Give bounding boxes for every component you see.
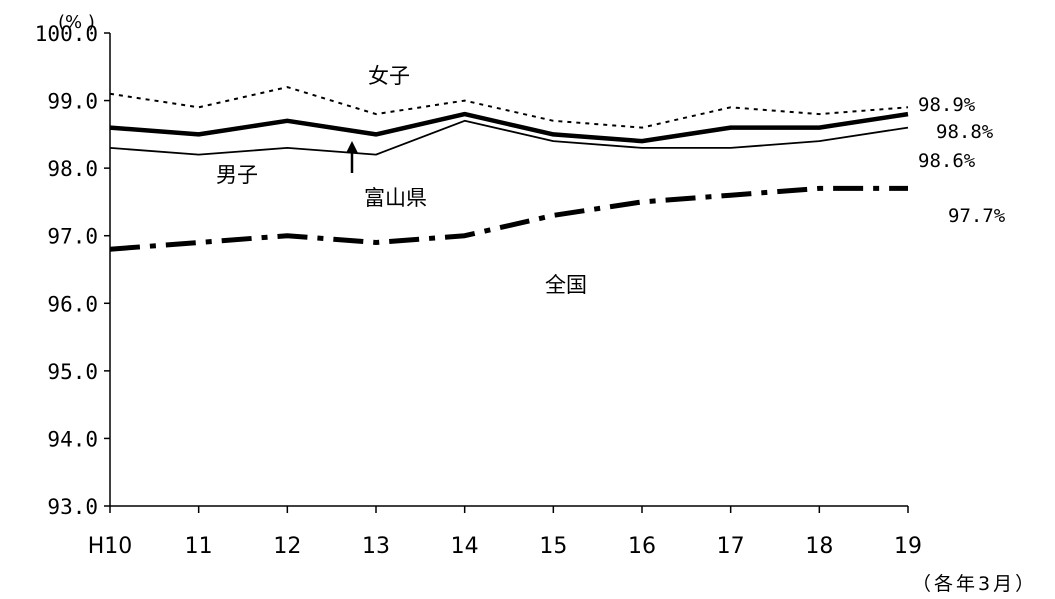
toyama-arrow	[346, 141, 358, 173]
end-label-girls: 98.9%	[918, 94, 976, 116]
end-label-toyama: 98.8%	[936, 121, 994, 143]
series-line-1	[109, 111, 909, 144]
y-tick-label: 97.0	[47, 225, 98, 249]
y-unit-label: (% )	[58, 12, 95, 33]
series-line-0	[109, 86, 909, 129]
x-ticks: H10 11 12 13 14 15 16 17 18 19	[88, 506, 922, 559]
x-tick-label: 12	[273, 534, 301, 559]
x-tick-label: 15	[539, 534, 567, 559]
series-line-3	[109, 185, 908, 252]
x-tick-label: 13	[362, 534, 390, 559]
y-tick-label: 94.0	[47, 427, 98, 451]
end-labels: 98.9% 98.8% 98.6% 97.7%	[918, 94, 1006, 227]
x-tick-label: 14	[451, 534, 479, 559]
x-tick-label: H10	[88, 534, 133, 559]
series-label-toyama: 富山県	[364, 186, 427, 210]
series-lines	[109, 86, 909, 252]
y-ticks: 93.0 94.0 95.0 96.0 97.0 98.0 99.0 100.0	[35, 22, 110, 519]
series-label-national: 全国	[545, 273, 587, 297]
x-tick-label: 19	[894, 534, 922, 559]
y-tick-label: 99.0	[47, 90, 98, 114]
x-axis-note: （各年3月）	[912, 573, 1037, 595]
end-label-boys: 98.6%	[918, 150, 976, 172]
x-tick-label: 11	[185, 534, 213, 559]
y-tick-label: 95.0	[47, 360, 98, 384]
y-tick-label: 93.0	[47, 495, 98, 519]
x-tick-label: 18	[805, 534, 833, 559]
end-label-national: 97.7%	[948, 205, 1006, 227]
series-labels: 女子 富山県 男子 全国	[216, 64, 587, 297]
x-tick-label: 16	[628, 534, 656, 559]
series-label-girls: 女子	[368, 64, 410, 88]
series-label-boys: 男子	[216, 163, 258, 187]
series-line-2	[109, 119, 909, 156]
x-tick-label: 17	[717, 534, 745, 559]
y-tick-label: 98.0	[47, 157, 98, 181]
y-tick-label: 96.0	[47, 292, 98, 316]
y-tick-label: 100.0	[35, 22, 98, 46]
axes	[109, 33, 908, 507]
